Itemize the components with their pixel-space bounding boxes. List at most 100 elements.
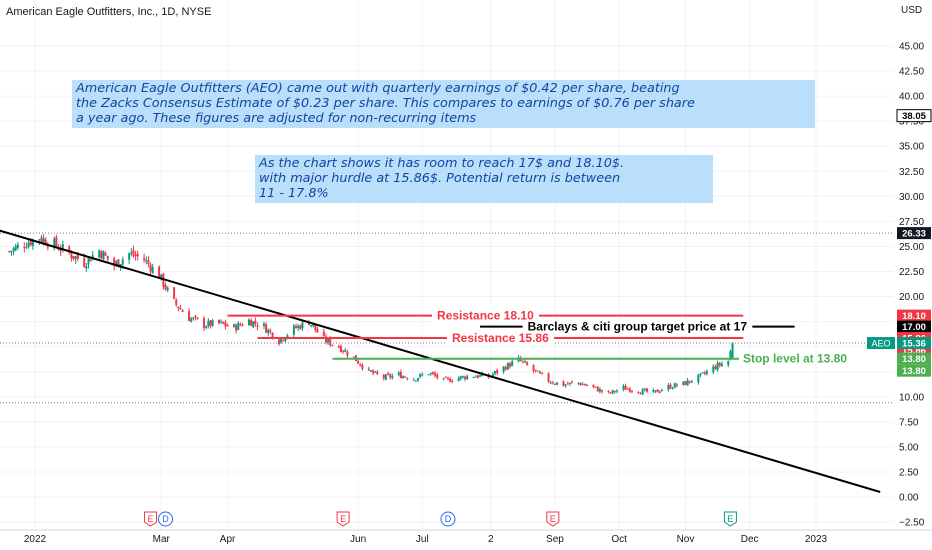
y-tick-label: 0.00 <box>899 493 919 504</box>
candle-body <box>282 339 285 341</box>
earnings-note-line: the Zacks Consensus Estimate of $0.23 pe… <box>76 96 695 111</box>
earnings-note-line: a year ago. These figures are adjusted f… <box>76 111 477 126</box>
candle-body <box>83 257 86 267</box>
candle-body <box>346 351 349 356</box>
candle-body <box>61 244 64 250</box>
candle-body <box>68 246 71 253</box>
candle-body <box>564 384 567 386</box>
earnings-note-line: American Eagle Outfitters (AEO) came out… <box>76 81 680 96</box>
candle-body <box>382 374 385 379</box>
candle-body <box>85 266 88 269</box>
candle-body <box>31 239 34 246</box>
candle-body <box>553 383 556 385</box>
candle-body <box>267 329 270 334</box>
level-label: Resistance 18.10 <box>437 309 534 323</box>
x-tick-label: Oct <box>611 534 627 545</box>
event-marker-letter: E <box>550 514 556 524</box>
candle-body <box>297 325 300 329</box>
y-tick-label: 10.00 <box>899 392 924 403</box>
candle-body <box>727 360 730 366</box>
price-badge <box>897 227 931 240</box>
candle-body <box>316 329 319 333</box>
candle-body <box>494 371 497 374</box>
y-tick-label: 30.00 <box>899 192 924 203</box>
candle-body <box>568 382 571 384</box>
candle-body <box>149 264 152 272</box>
candle-body <box>23 247 26 249</box>
candle-body <box>399 371 402 379</box>
candle-body <box>598 389 601 392</box>
candle-body <box>8 251 11 253</box>
candle-body <box>166 287 169 291</box>
candle-body <box>369 370 372 372</box>
earnings-marker-icon <box>144 511 158 527</box>
price-badge-label: 26.33 <box>902 229 926 240</box>
candle-body <box>436 374 439 378</box>
candle-body <box>254 320 257 324</box>
candle-body <box>55 236 58 247</box>
candle-body <box>652 390 655 392</box>
candle-body <box>74 256 77 260</box>
x-tick-label: Sep <box>546 534 564 545</box>
candle-body <box>203 318 206 328</box>
candle-body <box>226 325 229 327</box>
candle-body <box>397 372 400 376</box>
downtrend-line <box>0 229 881 493</box>
candle-body <box>472 376 475 378</box>
price-badge-label: 15.86 <box>902 346 926 357</box>
candle-body <box>12 248 15 252</box>
candle-body <box>532 365 535 371</box>
candle-body <box>10 251 13 253</box>
candle-body <box>658 391 661 393</box>
candle-body <box>421 374 424 376</box>
levels-layer: Resistance 18.10 Resistance 15.86Barclays… <box>227 308 847 366</box>
candle-body <box>556 382 559 385</box>
y-tick-label: 25.00 <box>899 242 924 253</box>
candle-body <box>526 362 529 366</box>
candle-body <box>675 384 678 386</box>
candle-body <box>434 373 437 376</box>
x-tick-label: Mar <box>153 534 171 545</box>
level-label: Stop level at 13.80 <box>743 352 847 366</box>
candle-body <box>299 325 302 329</box>
candle-body <box>173 287 176 299</box>
candle-body <box>417 378 420 381</box>
price-badge-label: 17.00 <box>902 322 926 333</box>
candle-body <box>265 324 268 333</box>
candle-body <box>641 389 644 395</box>
candle-body <box>53 238 56 249</box>
candle-body <box>697 374 700 383</box>
y-tick-label: 27.50 <box>899 217 924 228</box>
candle-body <box>235 324 238 331</box>
y-axis: USD−2.500.002.505.007.5010.0012.5015.001… <box>899 5 925 529</box>
level-label-bg <box>522 319 753 334</box>
earnings-marker-icon <box>546 511 560 527</box>
x-tick-label: Jun <box>350 534 366 545</box>
price-badges: 38.0526.3318.1018.1017.0017.0015.8615.86… <box>867 109 932 377</box>
candle-body <box>76 254 79 260</box>
candle-body <box>547 373 550 382</box>
candle-body <box>113 258 116 267</box>
price-badge <box>896 109 932 123</box>
candle-body <box>412 379 415 381</box>
candle-body <box>337 346 340 348</box>
candle-body <box>177 306 180 309</box>
x-tick-label: 2 <box>488 534 494 545</box>
candle-body <box>115 261 118 266</box>
candle-body <box>361 365 364 369</box>
candle-body <box>551 382 554 384</box>
y-tick-label: 20.00 <box>899 292 924 303</box>
candle-body <box>207 320 210 326</box>
candle-body <box>237 322 240 331</box>
candle-body <box>712 366 715 373</box>
candle-body <box>402 376 405 379</box>
candle-body <box>179 308 182 310</box>
candle-body <box>72 255 75 259</box>
candle-body <box>419 374 422 377</box>
candle-body <box>175 299 178 305</box>
candle-body <box>342 350 345 352</box>
price-badge <box>897 309 931 322</box>
candle-body <box>451 381 454 383</box>
candle-body <box>59 248 62 252</box>
candle-body <box>491 374 494 377</box>
